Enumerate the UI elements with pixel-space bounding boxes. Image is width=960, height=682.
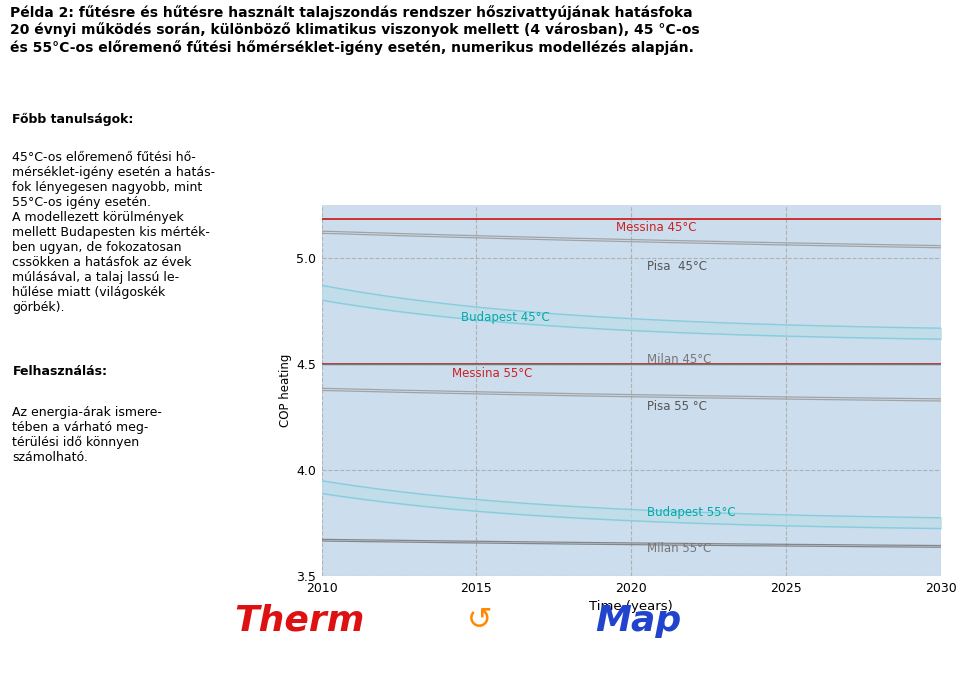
Text: 45°C-os előremenő fűtési hő-
mérséklet-igény esetén a hatás-
fok lényegesen nagy: 45°C-os előremenő fűtési hő- mérséklet-i… [12, 151, 216, 314]
Text: Pisa  45°C: Pisa 45°C [647, 260, 707, 273]
Text: Budapest 45°C: Budapest 45°C [461, 311, 550, 324]
X-axis label: Time (years): Time (years) [589, 600, 673, 613]
Text: Budapest 55°C: Budapest 55°C [647, 506, 735, 519]
Text: Therm: Therm [234, 604, 365, 638]
Text: Map: Map [595, 604, 682, 638]
Text: Az energia-árak ismere-
tében a várható meg-
térülési idő könnyen
számolható.: Az energia-árak ismere- tében a várható … [12, 406, 162, 464]
Text: Milan 55°C: Milan 55°C [647, 542, 711, 555]
Text: Messina 55°C: Messina 55°C [452, 367, 532, 380]
Text: ↺: ↺ [468, 606, 492, 635]
Text: Példa 2: fűtésre és hűtésre használt talajszondás rendszer hőszivattyújának hatá: Példa 2: fűtésre és hűtésre használt tal… [10, 5, 699, 55]
Text: Főbb tanulságok:: Főbb tanulságok: [12, 113, 133, 126]
Text: Pisa 55 °C: Pisa 55 °C [647, 400, 707, 413]
Text: Messina 45°C: Messina 45°C [615, 222, 696, 235]
Text: Milan 45°C: Milan 45°C [647, 353, 711, 366]
Text: Budapest, 2013.02.20.: Budapest, 2013.02.20. [413, 657, 547, 670]
Text: MFGI: MFGI [37, 624, 78, 638]
Text: ICTpsp: ICTpsp [871, 624, 924, 638]
Y-axis label: COP heating: COP heating [278, 354, 292, 427]
Text: Felhasználás:: Felhasználás: [12, 365, 108, 378]
